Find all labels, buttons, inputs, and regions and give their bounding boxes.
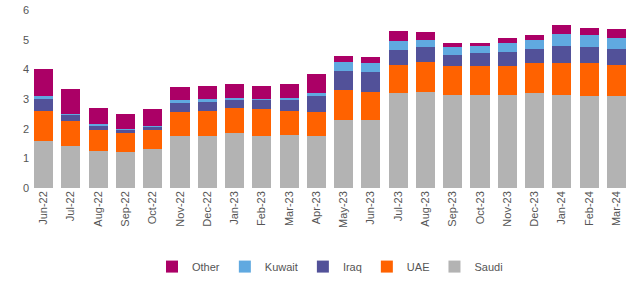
svg-text:Feb-23: Feb-23 [255,191,267,226]
svg-text:UAE: UAE [407,261,430,273]
svg-text:Aug-23: Aug-23 [419,191,431,226]
svg-text:2: 2 [23,123,29,135]
svg-text:Jul-23: Jul-23 [392,191,404,221]
svg-text:6: 6 [23,4,29,16]
svg-text:5: 5 [23,34,29,46]
svg-text:Dec-22: Dec-22 [201,191,213,226]
svg-text:Jan-24: Jan-24 [555,191,567,225]
svg-text:Mar-24: Mar-24 [610,191,622,226]
svg-text:Saudi: Saudi [474,261,502,273]
svg-text:Feb-24: Feb-24 [583,191,595,226]
svg-text:1: 1 [23,152,29,164]
svg-text:3: 3 [23,93,29,105]
svg-text:Mar-23: Mar-23 [283,191,295,226]
svg-text:Sep-22: Sep-22 [119,191,131,226]
svg-text:Jun-22: Jun-22 [37,191,49,225]
svg-text:May-23: May-23 [337,191,349,228]
svg-text:Aug-22: Aug-22 [92,191,104,226]
svg-text:Jun-23: Jun-23 [364,191,376,225]
svg-text:Kuwait: Kuwait [265,261,298,273]
svg-text:Dec-23: Dec-23 [528,191,540,226]
svg-text:Apr-23: Apr-23 [310,191,322,224]
svg-text:Oct-22: Oct-22 [146,191,158,224]
svg-text:Other: Other [192,261,220,273]
svg-text:Iraq: Iraq [343,261,362,273]
svg-text:Jan-23: Jan-23 [228,191,240,225]
svg-text:Oct-23: Oct-23 [474,191,486,224]
svg-text:4: 4 [23,63,29,75]
svg-text:Nov-22: Nov-22 [174,191,186,226]
svg-text:0: 0 [23,182,29,194]
svg-text:Sep-23: Sep-23 [446,191,458,226]
svg-text:Nov-23: Nov-23 [501,191,513,226]
svg-text:Jul-22: Jul-22 [64,191,76,221]
